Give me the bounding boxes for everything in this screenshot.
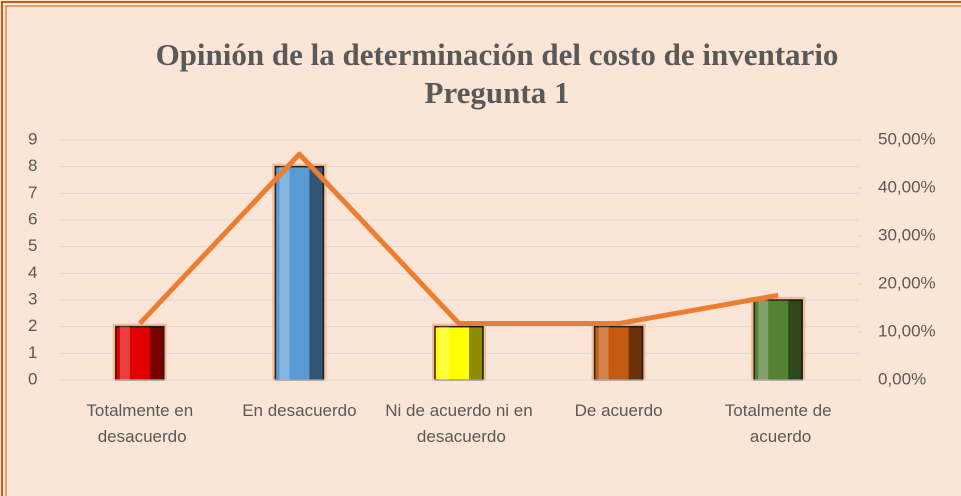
x-tick-label: Ni de acuerdo ni en desacuerdo xyxy=(385,401,532,446)
bar-shine xyxy=(439,326,449,380)
x-tick-label: En desacuerdo xyxy=(242,401,356,420)
y2-tick-label: 20,00% xyxy=(878,273,936,292)
y-tick-label: 0 xyxy=(28,369,37,388)
chart-title: Pregunta 1 xyxy=(425,75,570,110)
x-tick-label: De acuerdo xyxy=(575,401,663,420)
y-tick-label: 6 xyxy=(28,209,37,228)
y-tick-label: 7 xyxy=(28,183,37,202)
y2-tick-label: 10,00% xyxy=(878,321,936,340)
frame-inner xyxy=(5,5,961,496)
bar xyxy=(434,325,484,381)
y-tick-label: 3 xyxy=(28,289,37,308)
bar-shade xyxy=(469,326,483,380)
y2-tick-label: 30,00% xyxy=(878,225,936,244)
y-tick-label: 4 xyxy=(28,263,37,282)
bar-shade xyxy=(309,166,324,380)
y-tick-label: 2 xyxy=(28,316,37,335)
y2-tick-label: 0,00% xyxy=(878,369,926,388)
bar-shine xyxy=(598,326,609,380)
y-tick-label: 5 xyxy=(28,236,37,255)
bar-shine xyxy=(119,326,130,380)
y2-tick-label: 40,00% xyxy=(878,177,936,196)
y-tick-label: 8 xyxy=(28,156,37,175)
y-tick-label: 9 xyxy=(28,129,37,148)
x-tick-label: Totalmente en desacuerdo xyxy=(86,401,193,446)
bar xyxy=(274,165,325,381)
x-tick-label: Totalmente de acuerdo xyxy=(725,401,832,446)
bar-shine xyxy=(279,166,290,380)
y2-tick-label: 50,00% xyxy=(878,129,936,148)
line xyxy=(137,151,779,327)
bar-shade xyxy=(628,326,643,380)
y-tick-label: 1 xyxy=(28,343,37,362)
bar-shine xyxy=(758,300,769,380)
chart-title: Opinión de la determinación del costo de… xyxy=(156,37,839,72)
bar xyxy=(115,325,165,381)
bar-shade xyxy=(149,326,164,380)
bar-shade xyxy=(788,300,803,380)
bar xyxy=(593,325,644,381)
